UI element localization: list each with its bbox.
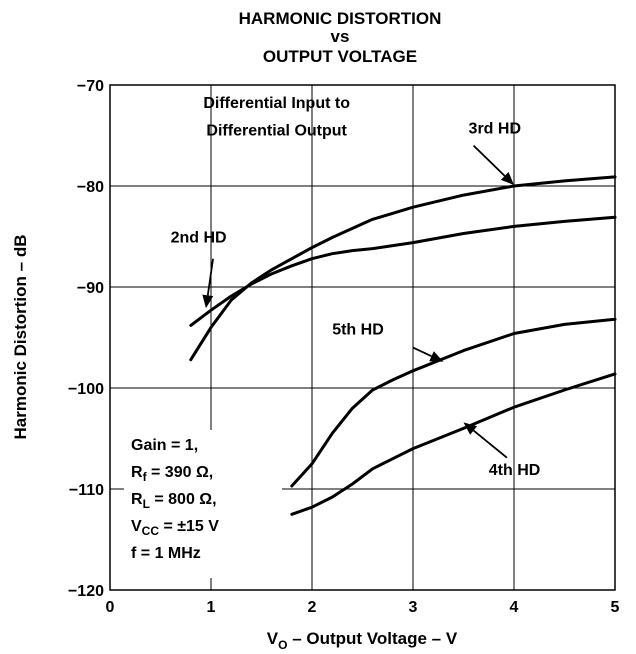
y-tick-label: −80 [77, 179, 104, 196]
arrow-head [500, 171, 514, 185]
x-axis-label-main: V [267, 629, 279, 648]
y-tick-label: −90 [77, 280, 104, 297]
annotation-5th-hd: 5th HD [332, 321, 384, 338]
arrow-shaft [206, 258, 214, 296]
arrow-head [463, 422, 478, 435]
plot-frame [109, 84, 616, 591]
y-tick-label: −100 [68, 381, 104, 398]
arrow-shaft [412, 346, 432, 358]
annotation-differential-line-2: Differential Output [206, 123, 347, 140]
chart-title-line-3: OUTPUT VOLTAGE [263, 47, 417, 66]
y-tick-label: −120 [68, 583, 104, 600]
condition-vcc-main: V [131, 518, 142, 535]
condition-rf: Rf = 390 Ω, [131, 464, 213, 484]
chart-title-line-2: vs [331, 27, 350, 46]
x-tick-label: 5 [611, 599, 620, 616]
condition-rl-sub: L [143, 497, 150, 511]
arrow-shaft [472, 144, 506, 177]
condition-rf-rest: = 390 Ω, [147, 464, 214, 481]
series-line-4th-hd [290, 372, 617, 516]
x-axis-label-rest: – Output Voltage – V [287, 629, 457, 648]
annotation-differential-line-1: Differential Input to [203, 95, 350, 112]
y-tick-label: −70 [77, 78, 104, 95]
x-tick-label: 3 [409, 599, 418, 616]
x-tick-label: 2 [308, 599, 317, 616]
series-line-5th-hd [290, 317, 617, 488]
condition-rf-sub: f [143, 470, 148, 484]
test-conditions-background [124, 430, 282, 578]
arrow-head [429, 351, 444, 362]
y-tick-labels: −70 −80 −90 −100 −110 −120 [68, 78, 104, 600]
condition-rl-main: R [131, 491, 143, 508]
condition-vcc: VCC = ±15 V [131, 518, 219, 538]
condition-rl: RL = 800 Ω, [131, 491, 217, 511]
x-tick-label: 4 [510, 599, 519, 616]
series-line-3rd-hd [189, 175, 617, 362]
condition-vcc-sub: CC [142, 524, 160, 538]
condition-rl-rest: = 800 Ω, [150, 491, 217, 508]
chart-title-line-1: HARMONIC DISTORTION [239, 9, 442, 28]
annotation-2nd-hd: 2nd HD [171, 230, 227, 247]
annotation-3rd-hd: 3rd HD [469, 120, 521, 137]
y-axis-label: Harmonic Distortion – dB [11, 235, 30, 440]
test-conditions: Gain = 1, Rf = 390 Ω, RL = 800 Ω, VCC = … [124, 430, 282, 578]
condition-frequency: f = 1 MHz [131, 545, 201, 562]
condition-rf-main: R [131, 464, 143, 481]
condition-gain: Gain = 1, [131, 437, 198, 454]
annotation-4th-hd: 4th HD [489, 462, 541, 479]
arrow-shaft [473, 429, 508, 459]
condition-vcc-rest: = ±15 V [159, 518, 219, 535]
y-tick-label: −110 [69, 482, 104, 499]
x-axis-label-sub: O [278, 638, 287, 652]
x-tick-label: 1 [207, 599, 216, 616]
x-axis-label: VO – Output Voltage – V [267, 629, 458, 652]
x-tick-labels: 0 1 2 3 4 5 [106, 599, 620, 616]
arrow-head [202, 294, 214, 309]
annotation-arrows [202, 144, 514, 459]
x-tick-label: 0 [106, 599, 115, 616]
series-lines [189, 175, 617, 516]
series-line-2nd-hd [189, 215, 617, 327]
